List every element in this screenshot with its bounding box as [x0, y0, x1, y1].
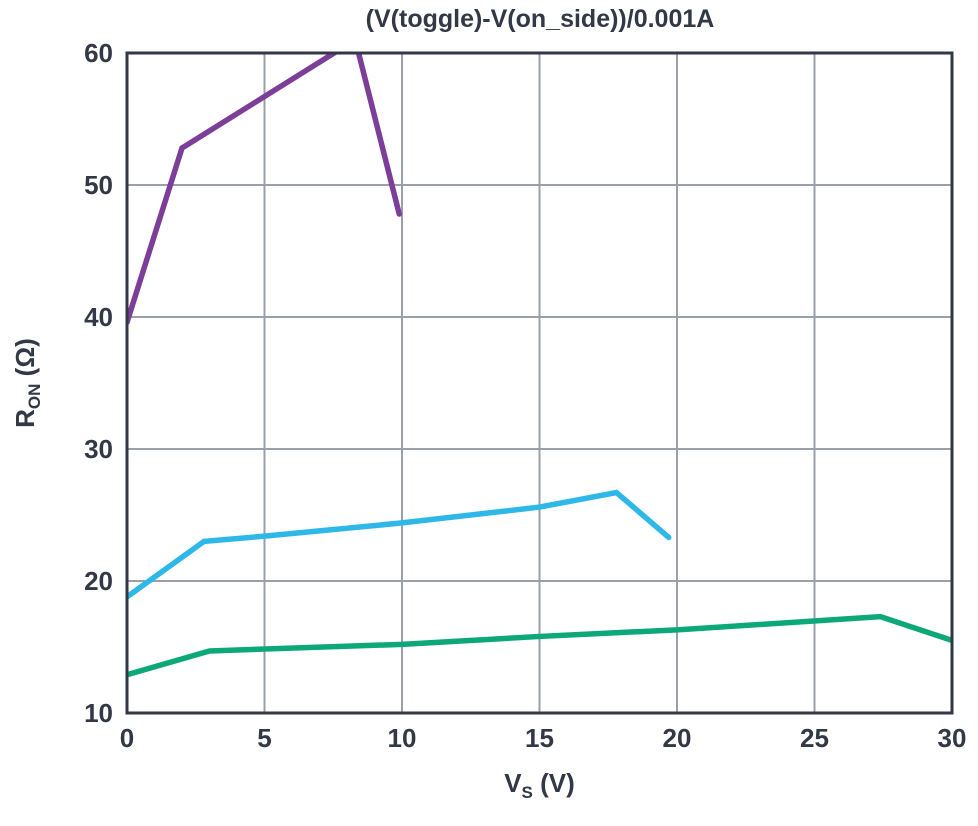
cyan-trace: [127, 489, 672, 600]
gridlines: [127, 53, 952, 713]
x-tick-label: 20: [663, 723, 692, 753]
x-tick-label: 15: [525, 723, 554, 753]
y-axis-label: RON (Ω): [10, 338, 44, 428]
x-axis-label: VS (V): [504, 768, 575, 802]
x-tick-label: 25: [800, 723, 829, 753]
plot-border: [125, 51, 954, 715]
chart-title: (V(toggle)-V(on_side))/0.001A: [366, 5, 715, 33]
x-tick-label: 5: [257, 723, 271, 753]
x-tick-label: 30: [938, 723, 967, 753]
y-tick-label: 60: [84, 38, 113, 68]
y-tick-label: 40: [84, 302, 113, 332]
x-tick-label: 0: [120, 723, 134, 753]
axis-labels: 0 5 10 15 20 25 30 10 20 30 40 50 60 VS (V) RON (Ω): [10, 38, 966, 802]
purple-trace: [127, 53, 402, 326]
green-trace: [127, 613, 952, 678]
y-tick-label: 50: [84, 170, 113, 200]
y-tick-label: 10: [84, 698, 113, 728]
data-series: [127, 53, 952, 678]
y-tick-label: 20: [84, 566, 113, 596]
y-tick-label: 30: [84, 434, 113, 464]
x-tick-label: 10: [388, 723, 417, 753]
